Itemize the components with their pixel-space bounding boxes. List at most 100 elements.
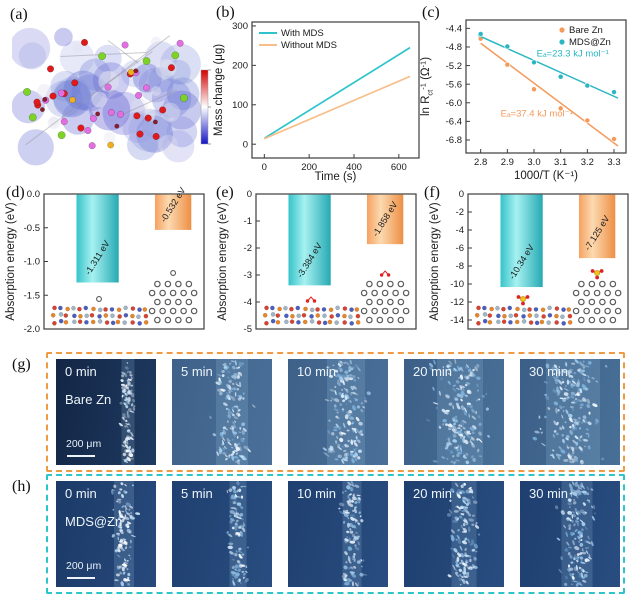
zn-deposit-speckle <box>234 495 237 499</box>
slab-atom <box>567 320 573 325</box>
zn-deposit-speckle <box>125 437 131 441</box>
zn-atom <box>604 307 611 315</box>
slab-atom <box>482 305 487 311</box>
zn-deposit-speckle <box>579 403 584 407</box>
zn-deposit-speckle <box>476 389 480 392</box>
slab-atom <box>507 305 513 311</box>
zn-deposit-speckle <box>578 537 581 540</box>
zn-deposit-speckle <box>438 427 442 429</box>
zn-atom <box>397 280 405 288</box>
zn-deposit-speckle <box>456 453 460 458</box>
zn-deposit-speckle <box>336 435 339 440</box>
zn-deposit-speckle <box>568 380 572 384</box>
zn-deposit-speckle <box>571 401 576 404</box>
zn-deposit-speckle <box>241 422 246 426</box>
zn-deposit-speckle <box>121 374 124 378</box>
zn-deposit-speckle <box>344 444 350 448</box>
zn-deposit-speckle <box>229 520 233 524</box>
zn-deposit-speckle <box>459 367 464 372</box>
plot-frame <box>251 21 420 159</box>
zn-deposit-speckle <box>125 386 130 390</box>
zn-deposit-speckle <box>458 424 461 427</box>
zn-deposit-speckle <box>344 509 349 514</box>
s-atom <box>107 141 115 149</box>
zn-deposit-speckle <box>460 405 465 411</box>
zn-deposit-speckle <box>574 546 580 551</box>
o-atom <box>386 273 391 277</box>
zn-deposit-speckle <box>556 389 561 394</box>
y-axis-label: ln Rct-1 (Ω-1) <box>420 57 435 116</box>
zn-deposit-speckle <box>465 561 468 564</box>
zn-deposit-speckle <box>232 502 236 505</box>
slab-atom <box>482 318 488 324</box>
zn-deposit-speckle <box>570 395 575 399</box>
zn-deposit-speckle <box>574 537 577 540</box>
zn-deposit-speckle <box>586 404 591 409</box>
zn-deposit-speckle <box>332 364 335 367</box>
isosurface-blob <box>166 116 198 148</box>
zn-deposit-speckle <box>235 519 239 523</box>
zn-deposit-speckle <box>216 451 219 456</box>
time-label: 0 min <box>65 486 97 501</box>
data-point <box>504 61 511 68</box>
zn-deposit-speckle <box>587 374 590 379</box>
zn-deposit-speckle <box>235 569 239 571</box>
panel-f-label: (f) <box>424 184 440 201</box>
zn-deposit-speckle <box>441 456 446 459</box>
isosurface-blob <box>17 129 54 166</box>
zn-deposit-speckle <box>453 396 459 402</box>
zn-deposit-speckle <box>444 446 449 451</box>
zn-deposit-speckle <box>584 571 589 574</box>
zn-deposit-speckle <box>562 370 566 374</box>
zn-deposit-speckle <box>564 384 568 388</box>
zn-deposit-speckle <box>366 391 371 396</box>
zn-deposit-speckle <box>465 456 468 459</box>
zn-deposit-speckle <box>561 380 565 384</box>
zn-deposit-speckle <box>462 523 466 527</box>
zn-atom <box>169 307 177 315</box>
zn-deposit-speckle <box>341 408 345 411</box>
zn-deposit-speckle <box>338 392 342 396</box>
zn-deposit-speckle <box>118 543 123 548</box>
isosurface-blob <box>161 102 181 122</box>
slab-atom <box>122 320 127 325</box>
zn-deposit-speckle <box>569 429 574 436</box>
zn-deposit-speckle <box>353 536 357 540</box>
zn-deposit-speckle <box>468 554 472 558</box>
zn-deposit-speckle <box>346 516 350 520</box>
zn-deposit-speckle <box>579 370 583 374</box>
zn-deposit-speckle <box>478 455 483 457</box>
deposit-band <box>114 481 134 587</box>
slab-atom <box>495 305 500 311</box>
slab-atom <box>528 320 534 325</box>
zn-deposit-speckle <box>565 531 569 537</box>
zn-deposit-speckle <box>135 512 141 515</box>
slab-atom <box>143 313 149 319</box>
slab-atom <box>514 319 520 325</box>
zn-atom <box>360 307 368 315</box>
zn-deposit-speckle <box>463 521 469 524</box>
x-axis-label: 1000/T (K⁻¹) <box>514 170 578 182</box>
zn-deposit-speckle <box>229 427 234 430</box>
zn-deposit-speckle <box>355 458 358 461</box>
zn-deposit-speckle <box>234 420 236 423</box>
p-atom <box>104 83 112 91</box>
zn-deposit-speckle <box>557 455 561 460</box>
zn-deposit-speckle <box>331 432 335 436</box>
zn-deposit-speckle <box>333 404 337 408</box>
zn-deposit-speckle <box>349 561 351 564</box>
zn-deposit-speckle <box>123 398 128 402</box>
slab-atom <box>115 319 121 325</box>
isosurface-blob <box>59 40 95 75</box>
zn-deposit-speckle <box>130 384 134 387</box>
isosurface-blob <box>150 36 162 48</box>
zn-deposit-speckle <box>343 454 348 459</box>
zn-deposit-speckle <box>481 394 485 398</box>
zn-deposit-speckle <box>459 447 463 453</box>
zn-deposit-speckle <box>347 546 353 551</box>
zn-deposit-speckle <box>337 417 340 420</box>
zn-deposit-speckle <box>570 383 574 388</box>
zn-deposit-speckle <box>581 551 587 555</box>
zn-deposit-speckle <box>469 488 474 494</box>
micrograph-speckle-layer <box>322 359 371 465</box>
